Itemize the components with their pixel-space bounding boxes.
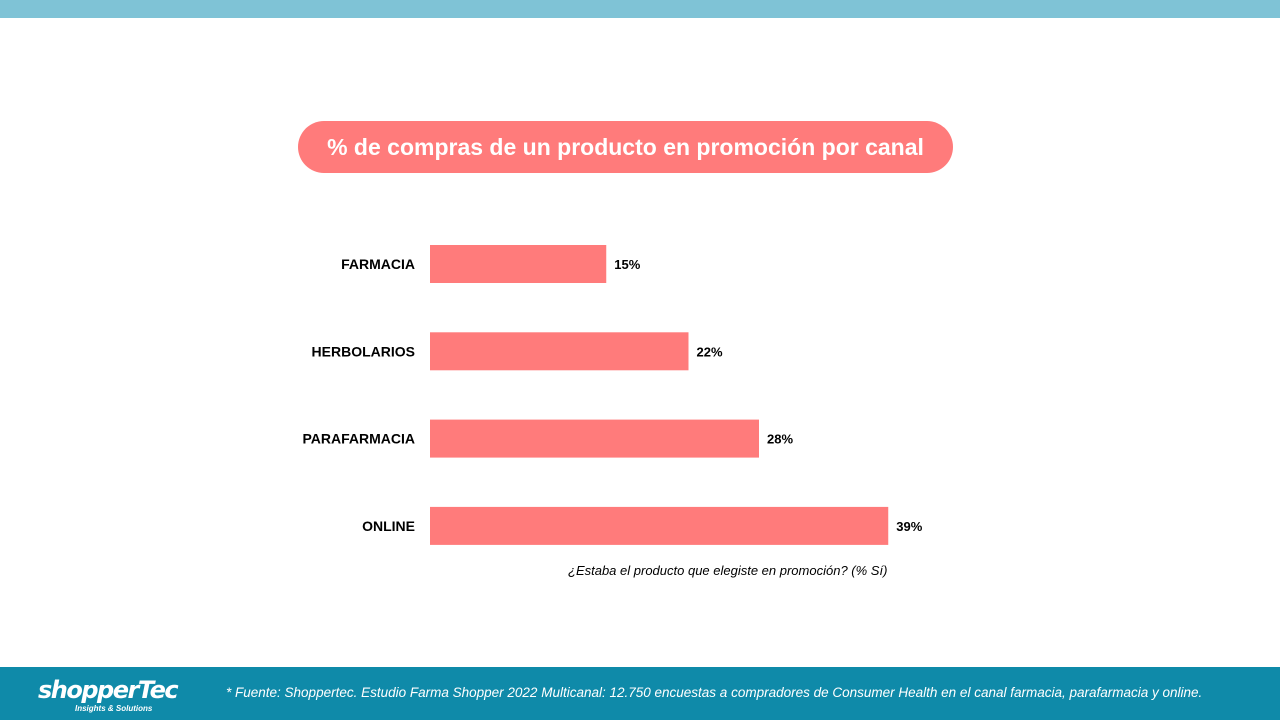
footer-bar: shopperTec Insights & Solutions * Fuente… bbox=[0, 667, 1280, 720]
chart-title: % de compras de un producto en promoción… bbox=[298, 121, 953, 173]
bar-online bbox=[430, 506, 889, 545]
value-label-online: 39% bbox=[896, 519, 922, 534]
bar-farmacia bbox=[430, 245, 607, 283]
source-note: * Fuente: Shoppertec. Estudio Farma Shop… bbox=[226, 685, 1203, 700]
chart-title-text: % de compras de un producto en promoción… bbox=[327, 133, 924, 160]
category-label-farmacia: FARMACIA bbox=[341, 256, 415, 272]
category-label-online: ONLINE bbox=[362, 518, 415, 534]
logo-wordmark: shopperTec bbox=[38, 676, 179, 704]
survey-question: ¿Estaba el producto que elegiste en prom… bbox=[568, 563, 888, 578]
value-label-herbolarios: 22% bbox=[697, 344, 723, 359]
top-accent-bar bbox=[0, 0, 1280, 18]
logo-tagline: Insights & Solutions bbox=[75, 704, 153, 713]
value-label-parafarmacia: 28% bbox=[767, 432, 793, 447]
shoppertec-logo: shopperTec Insights & Solutions bbox=[38, 676, 188, 716]
category-label-herbolarios: HERBOLARIOS bbox=[312, 343, 415, 359]
category-label-parafarmacia: PARAFARMACIA bbox=[302, 431, 415, 447]
value-label-farmacia: 15% bbox=[614, 257, 640, 272]
bar-herbolarios bbox=[430, 332, 689, 371]
bar-parafarmacia bbox=[430, 419, 759, 458]
